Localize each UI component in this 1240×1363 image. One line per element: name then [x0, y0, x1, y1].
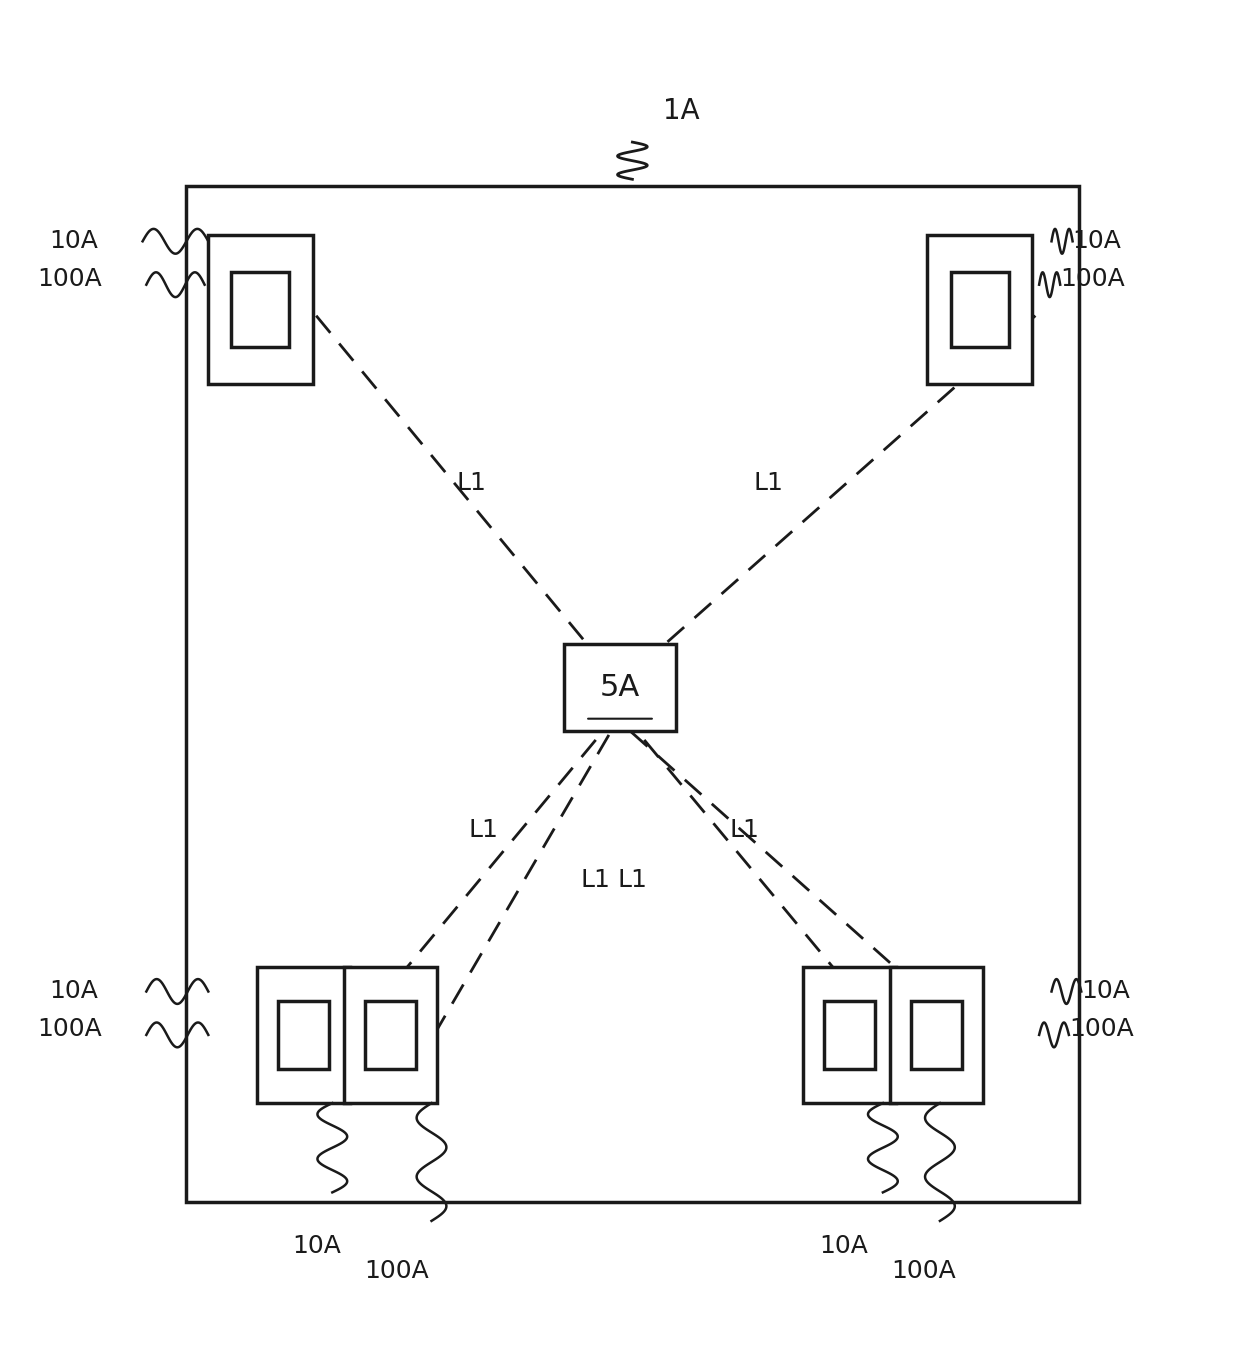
Text: L1: L1 — [469, 818, 498, 842]
Text: 100A: 100A — [365, 1258, 429, 1283]
Text: 10A: 10A — [50, 229, 98, 254]
Bar — [258, 966, 351, 1103]
Bar — [928, 234, 1032, 384]
Bar — [186, 185, 1079, 1202]
Text: 100A: 100A — [892, 1258, 956, 1283]
Bar — [823, 1000, 875, 1069]
Text: 10A: 10A — [50, 980, 98, 1003]
Text: L1: L1 — [754, 472, 784, 495]
Bar — [345, 966, 438, 1103]
Bar — [278, 1000, 330, 1069]
Text: 1A: 1A — [663, 97, 701, 125]
Text: 10A: 10A — [291, 1234, 341, 1258]
Bar — [951, 273, 1008, 346]
Bar — [890, 966, 982, 1103]
Bar — [804, 966, 895, 1103]
Bar — [365, 1000, 417, 1069]
Text: L1: L1 — [456, 472, 486, 495]
Text: 100A: 100A — [1069, 1017, 1133, 1041]
Text: L1: L1 — [618, 868, 647, 891]
Bar — [232, 273, 289, 346]
Bar — [207, 234, 312, 384]
Text: 5A: 5A — [600, 673, 640, 702]
Text: 100A: 100A — [37, 267, 102, 290]
Text: 100A: 100A — [37, 1017, 102, 1041]
Text: 100A: 100A — [1060, 267, 1125, 290]
Bar — [910, 1000, 962, 1069]
Text: L1: L1 — [729, 818, 759, 842]
Text: L1: L1 — [580, 868, 610, 891]
Text: 10A: 10A — [818, 1234, 868, 1258]
Text: 10A: 10A — [1073, 229, 1121, 254]
Text: 10A: 10A — [1081, 980, 1130, 1003]
Bar — [564, 645, 676, 731]
